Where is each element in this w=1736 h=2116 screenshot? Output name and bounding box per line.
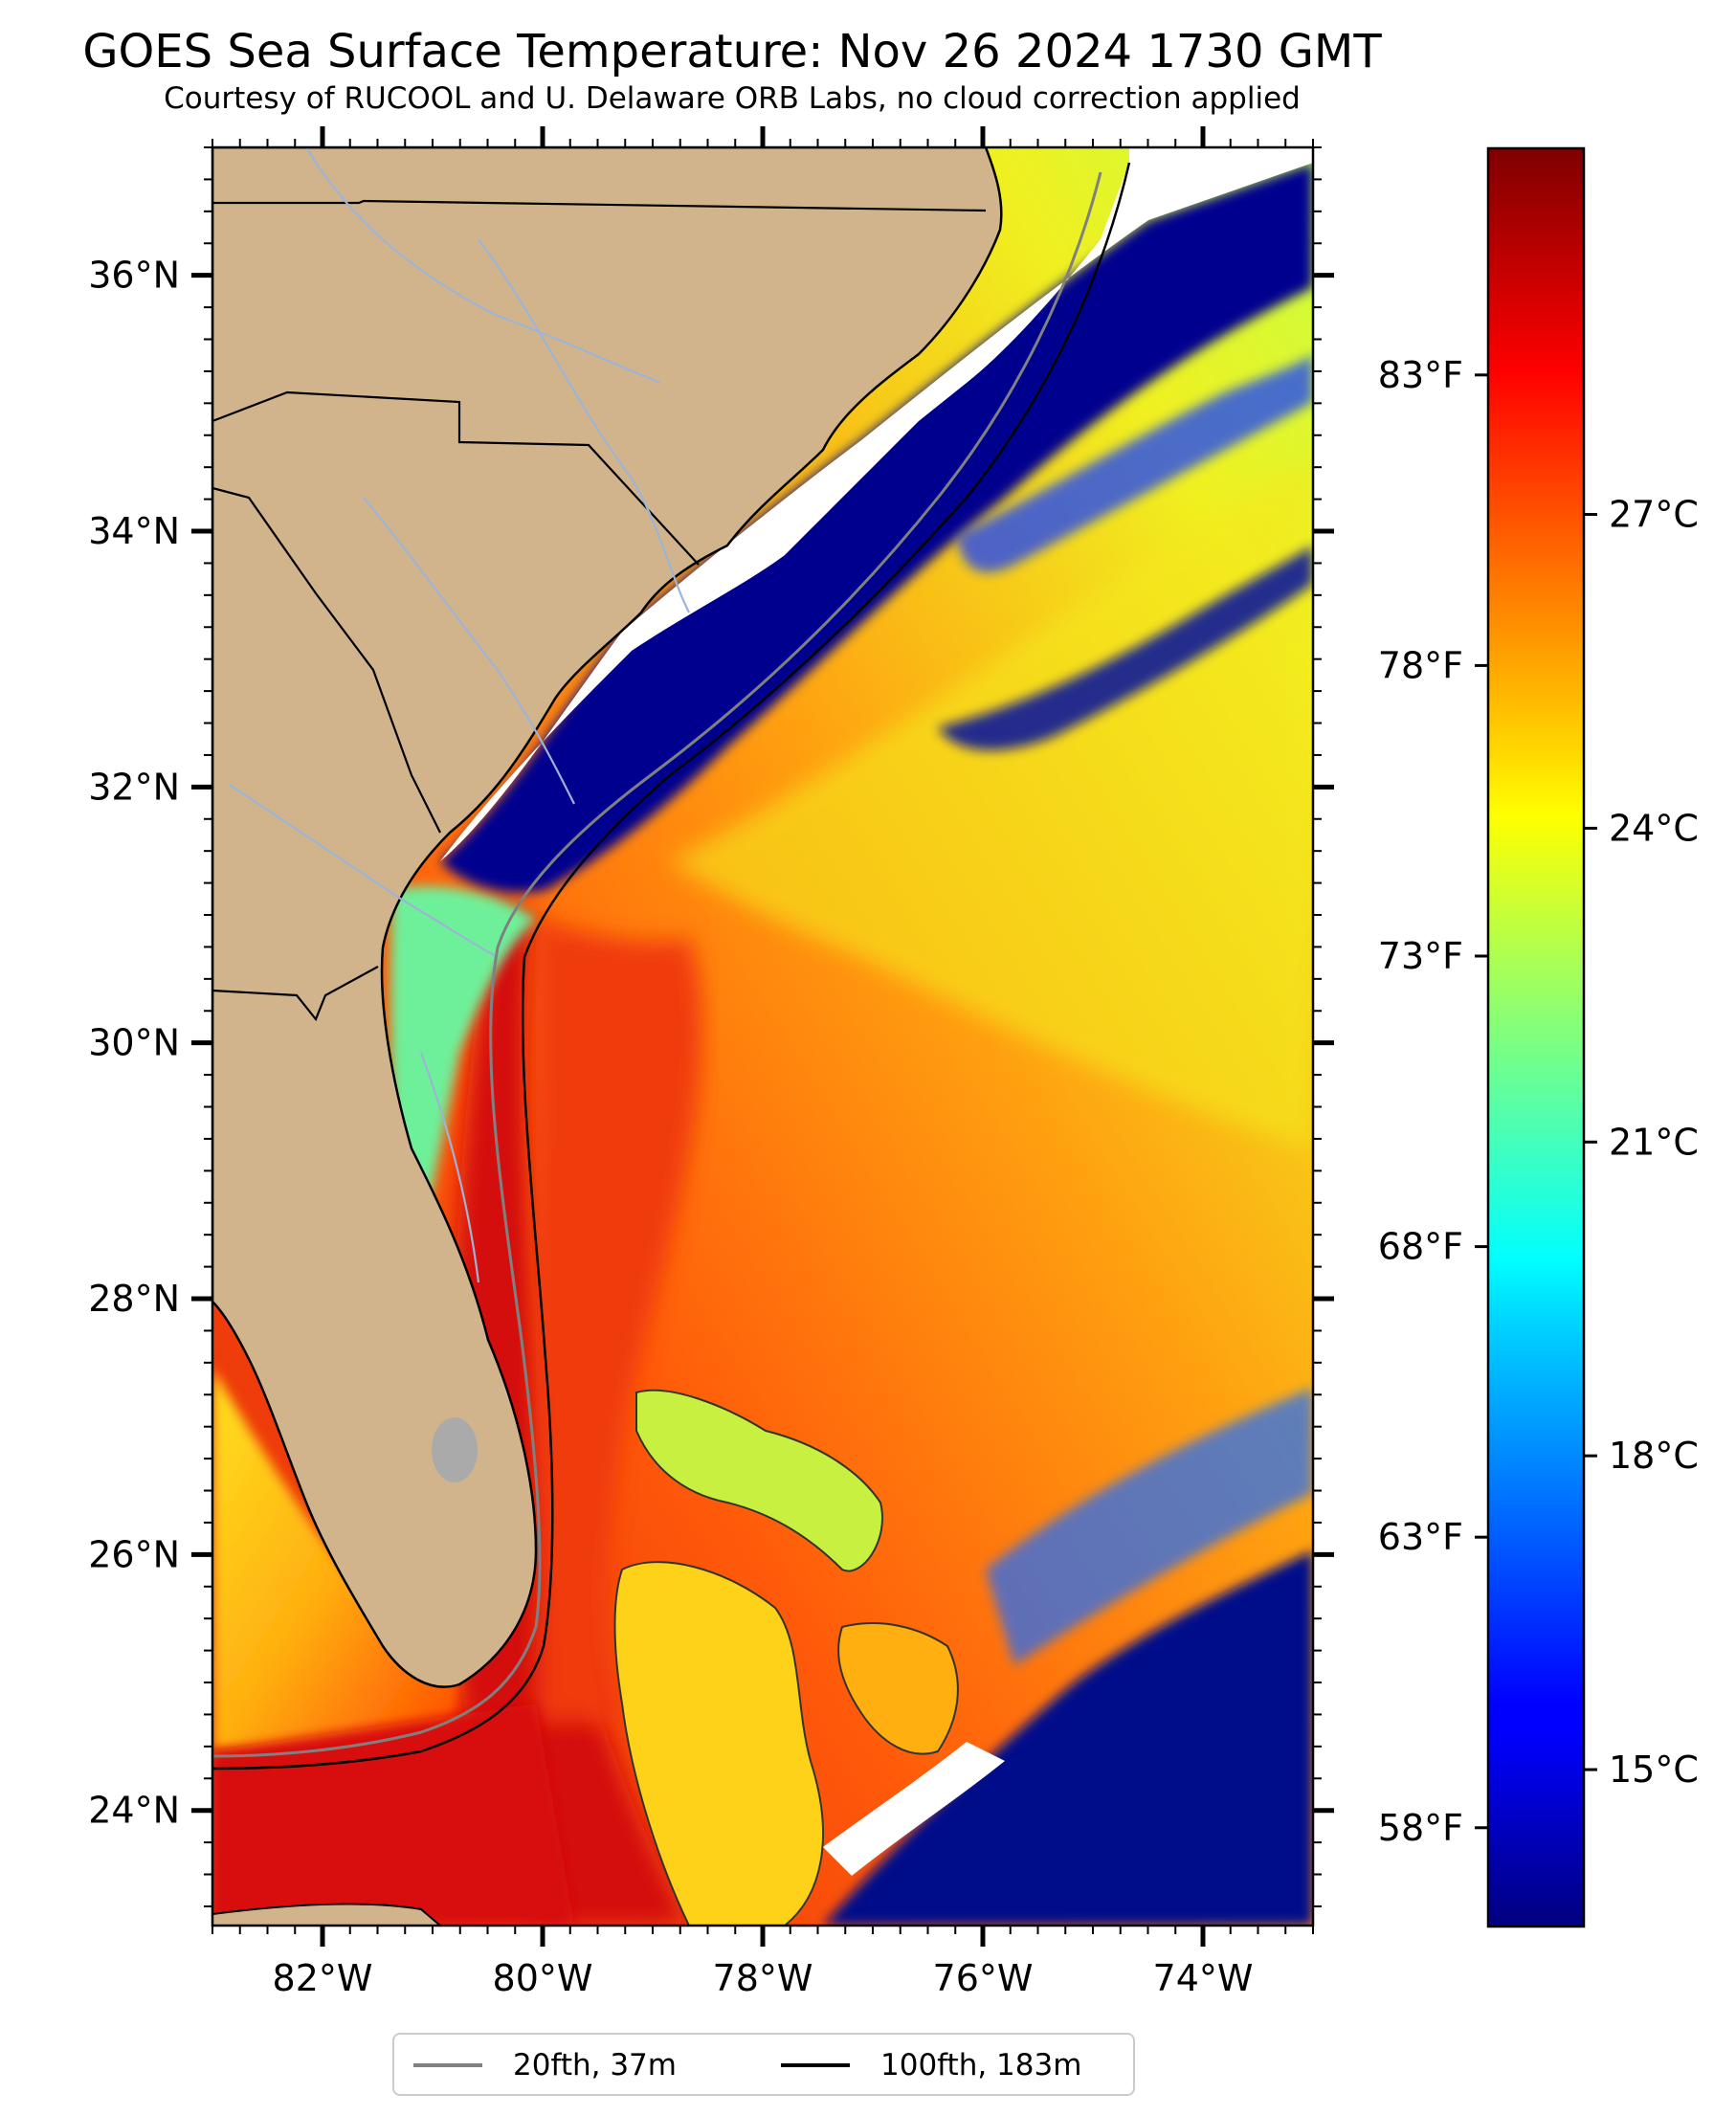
- longitude-labels: 82°W 80°W 78°W 76°W 74°W: [273, 1957, 1254, 1999]
- river-1: [305, 147, 661, 385]
- cloud-streak-southeast: [823, 1742, 1005, 1876]
- nc-sc-border: [212, 390, 700, 566]
- isobath-legend: 20fth, 37m 100fth, 183m: [392, 2033, 1135, 2096]
- celsius-label: 21°C: [1609, 1121, 1699, 1163]
- lat-label: 30°N: [88, 1022, 180, 1064]
- cool-filament-southeast: [986, 1388, 1313, 1665]
- colorbar-fahrenheit-ticks: 58°F 63°F 68°F 73°F 78°F 83°F: [1378, 354, 1488, 1849]
- lat-label: 26°N: [88, 1533, 180, 1575]
- river-2: [478, 238, 690, 613]
- legend-item-100fth: 100fth, 183m: [781, 2048, 1081, 2083]
- mid-shelf-yellow-band: [670, 459, 1313, 1148]
- us-southeast-land: [212, 147, 1003, 1688]
- lat-label: 34°N: [88, 510, 180, 552]
- ga-fl-border: [212, 966, 379, 1022]
- cold-water-southeast: [823, 1550, 1313, 1926]
- lat-label: 28°N: [88, 1278, 180, 1320]
- fahrenheit-label: 78°F: [1378, 644, 1463, 686]
- isobath-100fth: [212, 162, 1131, 1771]
- axis-ticks: [191, 126, 1334, 1947]
- lon-label: 76°W: [933, 1957, 1034, 1999]
- fahrenheit-label: 63°F: [1378, 1516, 1463, 1558]
- celsius-label: 18°C: [1609, 1435, 1699, 1477]
- fahrenheit-label: 83°F: [1378, 354, 1463, 396]
- celsius-label: 27°C: [1609, 494, 1699, 536]
- warm-water-band: [536, 919, 702, 1723]
- lat-label: 32°N: [88, 766, 180, 808]
- latitude-labels: 24°N 26°N 28°N 30°N 32°N 34°N 36°N: [88, 255, 180, 1832]
- gulf-stream-warm-core: [450, 900, 689, 1926]
- colorbar-celsius-ticks: 15°C 18°C 21°C 24°C 27°C: [1584, 494, 1699, 1791]
- legend-swatch-100fth: [781, 2063, 850, 2067]
- little-bahama-bank: [635, 1389, 883, 1572]
- celsius-label: 24°C: [1609, 807, 1699, 849]
- fahrenheit-label: 73°F: [1378, 935, 1463, 977]
- legend-label-100fth: 100fth, 183m: [880, 2048, 1082, 2083]
- celsius-label: 15°C: [1609, 1748, 1699, 1791]
- cold-filament-1: [938, 546, 1313, 750]
- lat-label: 24°N: [88, 1790, 180, 1832]
- exuma-bank: [837, 1622, 959, 1755]
- great-bahama-bank: [613, 1561, 824, 1926]
- map-title: GOES Sea Surface Temperature: Nov 26 202…: [82, 25, 1382, 78]
- isobath-20fth: [212, 171, 1102, 1758]
- legend-swatch-20fth: [413, 2063, 482, 2067]
- lat-label: 36°N: [88, 255, 180, 297]
- lon-label: 78°W: [713, 1957, 813, 1999]
- fahrenheit-label: 68°F: [1378, 1226, 1463, 1268]
- legend-item-20fth: 20fth, 37m: [413, 2048, 677, 2083]
- sc-ga-border: [212, 486, 441, 834]
- cuba-land: [212, 1903, 442, 1926]
- cold-shelf-water: [440, 163, 1313, 893]
- legend-label-20fth: 20fth, 37m: [513, 2048, 677, 2083]
- lon-label: 80°W: [493, 1957, 593, 1999]
- map-panel: [212, 147, 1313, 1926]
- colorbar: [1486, 146, 1586, 1928]
- river-5: [419, 1052, 480, 1283]
- straits-warm-water: [212, 1704, 574, 1926]
- river-3: [363, 497, 575, 805]
- va-nc-border: [212, 199, 987, 212]
- lon-label: 82°W: [273, 1957, 373, 1999]
- lon-label: 74°W: [1153, 1957, 1254, 1999]
- cold-filament-2: [957, 354, 1313, 572]
- lake-okeechobee: [432, 1417, 478, 1482]
- map-subtitle: Courtesy of RUCOOL and U. Delaware ORB L…: [164, 81, 1301, 116]
- river-4: [229, 784, 499, 958]
- fahrenheit-label: 58°F: [1378, 1807, 1463, 1849]
